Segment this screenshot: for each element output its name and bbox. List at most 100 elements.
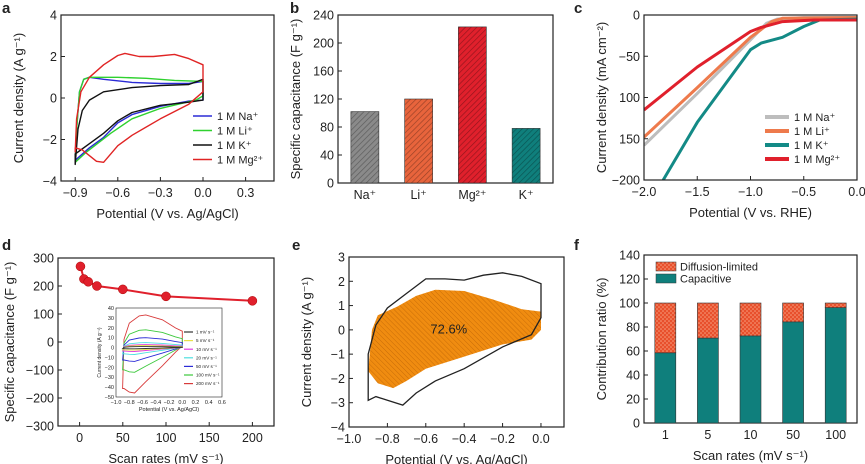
y-tick-label: −100 xyxy=(26,364,54,378)
inset-legend-label: 10 mV s⁻¹ xyxy=(196,347,217,352)
legend-swatch xyxy=(655,261,677,272)
legend-label: 1 M Li⁺ xyxy=(217,126,253,138)
inset-y-tick-label: 10 xyxy=(108,336,114,342)
x-tick-label: 5 xyxy=(704,428,711,442)
y-tick-label: 240 xyxy=(313,9,334,23)
x-tick-label: Mg²⁺ xyxy=(458,188,486,202)
inset-x-tick-label: −0.6 xyxy=(137,400,148,406)
y-tick-label: −2 xyxy=(43,133,57,147)
y-tick-label: −50 xyxy=(619,50,640,64)
legend-label: 1 M Mg²⁺ xyxy=(217,155,263,167)
legend-swatch xyxy=(655,273,677,284)
y-tick-label: 0 xyxy=(50,92,57,106)
panel-f: f 0 20 40 60 80 100 120 140 Scan rates (mV s⁻¹) Co… xyxy=(574,237,858,463)
legend-label: 1 M K⁺ xyxy=(794,140,829,152)
data-point xyxy=(75,261,86,272)
y-axis-label: Contribution ratio (%) xyxy=(594,278,609,401)
y-tick-label: 300 xyxy=(33,252,54,266)
series-line xyxy=(74,52,204,163)
inset-cv-curve xyxy=(121,346,183,350)
y-tick-label: 40 xyxy=(320,149,334,163)
y-tick-label: −4 xyxy=(331,421,345,435)
x-tick-label: −1.0 xyxy=(337,432,362,446)
bar-segment-diffusion xyxy=(739,302,762,337)
inset-y-tick-label: −20 xyxy=(105,365,114,371)
axes-frame xyxy=(348,256,565,428)
x-tick-label: −0.8 xyxy=(375,432,400,446)
data-point xyxy=(118,284,128,295)
x-axis-label: Scan rates (mV s⁻¹) xyxy=(108,451,223,464)
y-tick-label: −3 xyxy=(331,396,345,410)
inset-legend-label: 20 mV s⁻¹ xyxy=(196,355,217,360)
x-tick-label: −0.9 xyxy=(63,186,88,200)
x-tick-label: Li⁺ xyxy=(410,188,426,202)
y-tick-label: 200 xyxy=(313,37,334,51)
data-point xyxy=(247,296,258,306)
y-tick-label: 0 xyxy=(338,323,345,337)
series-line xyxy=(644,16,857,139)
x-axis-label: Potential (V vs. Ag/AgCl) xyxy=(96,206,238,221)
x-tick-label: K⁺ xyxy=(519,188,534,202)
panel-b: b 0 40 80 120 160 200 240 Specific capacitance (… xyxy=(288,0,554,202)
x-tick-label: 0.0 xyxy=(194,186,211,200)
annotation-label: 72.6% xyxy=(430,322,467,337)
y-tick-label: 2 xyxy=(338,275,345,289)
plot-area xyxy=(74,52,204,166)
inset-y-tick-label: 40 xyxy=(108,306,114,312)
inset-x-tick-label: 0.6 xyxy=(218,400,226,406)
bar-segment-diffusion xyxy=(824,302,847,308)
x-tick-label: 0.3 xyxy=(237,186,254,200)
bar-hatch xyxy=(512,128,541,183)
x-tick-label: Na⁺ xyxy=(354,188,377,202)
y-tick-label: 80 xyxy=(626,321,640,335)
x-tick-label: 100 xyxy=(156,431,177,445)
legend-label: 1 M K⁺ xyxy=(217,140,252,152)
inset-y-tick-label: 20 xyxy=(108,326,114,332)
y-tick-label: −200 xyxy=(612,174,640,188)
y-tick-label: 0 xyxy=(327,177,334,191)
y-tick-label: −200 xyxy=(26,392,54,406)
y-tick-label: −4 xyxy=(43,175,57,189)
bar-segment-capacitive xyxy=(697,337,719,424)
inset-x-tick-label: −0.8 xyxy=(124,400,135,406)
x-tick-label: 150 xyxy=(199,431,220,445)
inset-y-tick-label: 30 xyxy=(108,316,114,322)
y-tick-label: 160 xyxy=(313,65,334,79)
bar-segment-capacitive xyxy=(654,352,677,424)
legend-label: Diffusion-limited xyxy=(680,262,758,274)
bar-segment-diffusion xyxy=(697,302,719,339)
y-tick-label: 80 xyxy=(320,121,334,135)
x-tick-label: 0.0 xyxy=(532,432,549,446)
y-tick-label: 120 xyxy=(619,273,640,287)
x-tick-label: 50 xyxy=(116,431,130,445)
y-tick-label: 0 xyxy=(633,417,640,431)
legend-label: 1 M Mg²⁺ xyxy=(794,154,840,166)
panel-letter: b xyxy=(290,0,299,17)
bar-hatch xyxy=(350,111,379,183)
inset-y-axis-label: Current density (A g⁻¹) xyxy=(97,327,103,377)
y-tick-label: −2 xyxy=(331,372,345,386)
y-tick-label: 150 xyxy=(619,132,640,146)
x-tick-label: −0.4 xyxy=(452,432,477,446)
inset-frame xyxy=(115,307,223,398)
bar-segment-capacitive xyxy=(782,321,804,424)
x-tick-label: 100 xyxy=(825,428,846,442)
inset-y-tick-label: −30 xyxy=(105,375,114,381)
inset-x-tick-label: 0.2 xyxy=(192,400,200,406)
x-axis-label: Scan rates (mV s⁻¹) xyxy=(693,448,808,463)
y-tick-label: 100 xyxy=(619,297,640,311)
y-axis-label: Current density (A g⁻¹) xyxy=(11,33,26,163)
inset-legend-label: 5 mV s⁻¹ xyxy=(196,338,215,343)
legend-label: 1 M Li⁺ xyxy=(794,126,830,138)
panel-letter: f xyxy=(574,237,580,254)
y-tick-label: 120 xyxy=(313,93,334,107)
x-tick-label: −1.0 xyxy=(738,185,763,199)
legend-label: Capacitive xyxy=(680,274,731,286)
legend-label: 1 M Na⁺ xyxy=(794,112,835,124)
bar-segment-diffusion xyxy=(654,302,677,354)
x-tick-label: −0.2 xyxy=(490,432,515,446)
x-tick-label: −0.6 xyxy=(105,186,130,200)
inset-legend-label: 1 mV s⁻¹ xyxy=(196,330,215,335)
